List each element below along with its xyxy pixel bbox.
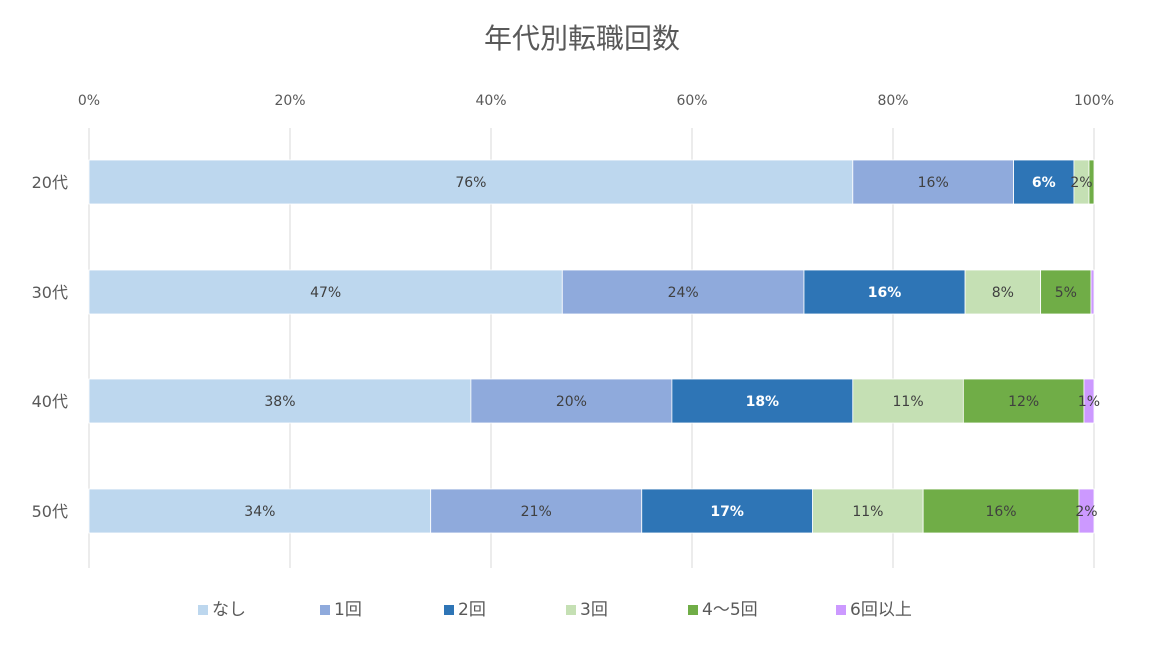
legend: なし 1回 2回 3回 4〜5回 6回以上 — [198, 600, 912, 620]
bars — [88, 159, 1095, 534]
data-label: 21% — [521, 504, 552, 520]
data-label: 18% — [746, 394, 780, 410]
bar-segment — [1088, 159, 1095, 205]
category-label: 40代 — [32, 392, 68, 411]
data-label: 11% — [893, 394, 924, 410]
bar-segment — [1090, 269, 1095, 315]
data-label: 16% — [868, 285, 902, 301]
legend-label: 4〜5回 — [702, 600, 758, 620]
x-axis-ticks: 0% 20% 40% 60% 80% 100% — [78, 93, 1114, 109]
x-tick-label: 80% — [877, 93, 908, 109]
data-label: 12% — [1008, 394, 1039, 410]
legend-swatch — [444, 605, 454, 615]
bar-segment — [671, 378, 854, 424]
data-label: 24% — [668, 285, 699, 301]
bar-segment — [803, 269, 966, 315]
bar-segment — [1078, 488, 1095, 534]
bar-segment — [430, 488, 643, 534]
bar-segment — [1083, 378, 1095, 424]
data-label: 2% — [1070, 175, 1092, 191]
data-label: 1% — [1078, 394, 1100, 410]
data-label: 16% — [918, 175, 949, 191]
legend-label: 1回 — [334, 600, 362, 620]
legend-swatch — [688, 605, 698, 615]
data-label: 34% — [244, 504, 275, 520]
bar-segment — [1040, 269, 1092, 315]
bar-segment — [964, 269, 1042, 315]
legend-swatch — [320, 605, 330, 615]
x-tick-label: 40% — [475, 93, 506, 109]
legend-swatch — [836, 605, 846, 615]
bar-segment — [470, 378, 673, 424]
bar-segment — [641, 488, 814, 534]
bar-segment — [852, 378, 964, 424]
category-label: 30代 — [32, 283, 68, 302]
bar-segment — [88, 488, 432, 534]
legend-label: 3回 — [580, 600, 608, 620]
data-label: 47% — [310, 285, 341, 301]
x-tick-label: 100% — [1074, 93, 1114, 109]
bar-segment — [88, 378, 472, 424]
y-axis-categories: 20代 30代 40代 50代 — [32, 173, 68, 521]
bar-segment — [88, 159, 854, 205]
x-tick-label: 0% — [78, 93, 100, 109]
bar-segment — [88, 269, 563, 315]
bar-segment — [812, 488, 924, 534]
x-tick-label: 60% — [676, 93, 707, 109]
data-label: 6% — [1032, 175, 1056, 191]
legend-label: なし — [212, 600, 246, 620]
data-label: 8% — [992, 285, 1014, 301]
chart-title: 年代別転職回数 — [484, 22, 680, 55]
legend-swatch — [198, 605, 208, 615]
data-label: 11% — [852, 504, 883, 520]
category-label: 50代 — [32, 502, 68, 521]
legend-swatch — [566, 605, 576, 615]
legend-label: 6回以上 — [850, 600, 912, 620]
bar-segment — [922, 488, 1080, 534]
data-label: 76% — [455, 175, 486, 191]
category-label: 20代 — [32, 173, 68, 192]
data-labels: 76% 16% 6% 2% 47% 24% 16% 8% 5% 38% 20% 18% 11% 12% 1%… — [244, 175, 1100, 520]
data-label: 38% — [264, 394, 295, 410]
data-label: 2% — [1075, 504, 1097, 520]
bar-segment — [962, 378, 1085, 424]
data-label: 17% — [710, 504, 744, 520]
bar-segment — [561, 269, 805, 315]
data-label: 20% — [556, 394, 587, 410]
x-tick-label: 20% — [274, 93, 305, 109]
data-label: 5% — [1055, 285, 1077, 301]
data-label: 16% — [985, 504, 1016, 520]
legend-label: 2回 — [458, 600, 486, 620]
